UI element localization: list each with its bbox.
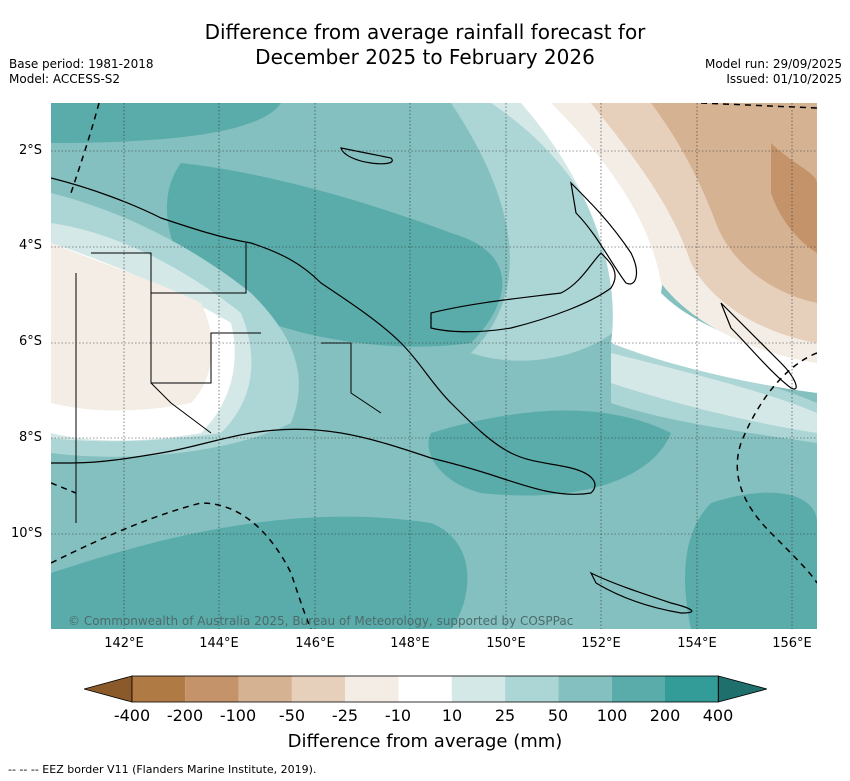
eez-footnote: -- -- -- EEZ border V11 (Flanders Marine… xyxy=(8,763,317,776)
colorbar-tick: 200 xyxy=(649,706,681,725)
lon-label: 142°E xyxy=(104,636,144,651)
colorbar-min-arrow xyxy=(84,675,133,703)
colorbar-tick: 25 xyxy=(494,706,516,725)
page-title: Difference from average rainfall forecas… xyxy=(0,20,850,70)
run-info: Model run: 29/09/2025 Issued: 01/10/2025 xyxy=(705,57,842,87)
colorbar-swatch xyxy=(345,676,399,702)
coast-manus xyxy=(340,147,393,165)
colorbar-tick: -10 xyxy=(384,706,412,725)
colorbar-swatch xyxy=(398,676,452,702)
colorbar-swatch xyxy=(291,676,346,702)
dry-zone-north-east-core xyxy=(771,143,817,253)
issued-date: Issued: 01/10/2025 xyxy=(726,72,842,86)
lat-label: 4°S xyxy=(19,238,43,253)
lon-label: 150°E xyxy=(486,636,526,651)
lat-label: 2°S xyxy=(19,143,43,158)
wet-band-north-west xyxy=(51,103,281,143)
lon-label: 156°E xyxy=(772,636,812,651)
lon-label: 144°E xyxy=(199,636,239,651)
province-borders xyxy=(75,243,382,523)
lon-label: 148°E xyxy=(390,636,430,651)
graticule xyxy=(51,103,817,629)
neutral-zone-north-east xyxy=(521,103,817,393)
very-light-band-east xyxy=(611,353,817,433)
base-period: Base period: 1981-2018 xyxy=(9,57,154,71)
colorbar-max-arrow xyxy=(717,675,767,703)
colorbar-tick: 10 xyxy=(441,706,463,725)
colorbar-swatch xyxy=(505,676,559,702)
model-name: Model: ACCESS-S2 xyxy=(9,72,121,86)
colorbar-frame xyxy=(131,675,719,703)
copyright-notice: © Commonwealth of Australia 2025, Bureau… xyxy=(68,614,574,628)
lon-label: 152°E xyxy=(581,636,621,651)
colorbar-swatch xyxy=(238,676,292,702)
lat-label: 10°S xyxy=(11,526,43,541)
colorbar-tick: 50 xyxy=(547,706,569,725)
colorbar-swatch xyxy=(558,676,612,702)
colorbar-tick: -25 xyxy=(331,706,359,725)
lat-label: 8°S xyxy=(19,430,43,445)
colorbar-swatch xyxy=(665,676,719,702)
colorbar-swatch xyxy=(611,676,665,702)
lon-label: 154°E xyxy=(677,636,717,651)
model-run: Model run: 29/09/2025 xyxy=(704,57,842,71)
eez-borders xyxy=(51,103,817,629)
title-line-1: Difference from average rainfall forecas… xyxy=(204,20,646,44)
colorbar-swatch xyxy=(132,676,186,702)
colorbar-tick: -50 xyxy=(278,706,306,725)
coast-new-ireland xyxy=(570,181,638,285)
model-info: Base period: 1981-2018 Model: ACCESS-S2 xyxy=(9,57,154,87)
colorbar-swatch xyxy=(451,676,506,702)
coast-bougainville xyxy=(720,302,797,390)
coast-louisiade xyxy=(589,571,693,614)
rainfall-map xyxy=(51,103,817,629)
colorbar-tick: -400 xyxy=(113,706,151,725)
colorbar xyxy=(84,675,767,703)
wet-band-south-east xyxy=(685,492,817,629)
wet-band-coral-sea xyxy=(51,516,468,629)
map-canvas xyxy=(51,103,817,629)
colorbar-tick: -100 xyxy=(219,706,257,725)
colorbar-title: Difference from average (mm) xyxy=(287,731,563,752)
colorbar-tick: 400 xyxy=(702,706,734,725)
lon-label: 146°E xyxy=(295,636,335,651)
colorbar-swatch xyxy=(185,676,239,702)
dry-zone-inland xyxy=(51,243,212,411)
coast-new-britain xyxy=(430,252,616,333)
title-line-2: December 2025 to February 2026 xyxy=(255,45,595,69)
colorbar-tick: -200 xyxy=(166,706,204,725)
lat-label: 6°S xyxy=(19,334,43,349)
colorbar-tick: 100 xyxy=(596,706,628,725)
